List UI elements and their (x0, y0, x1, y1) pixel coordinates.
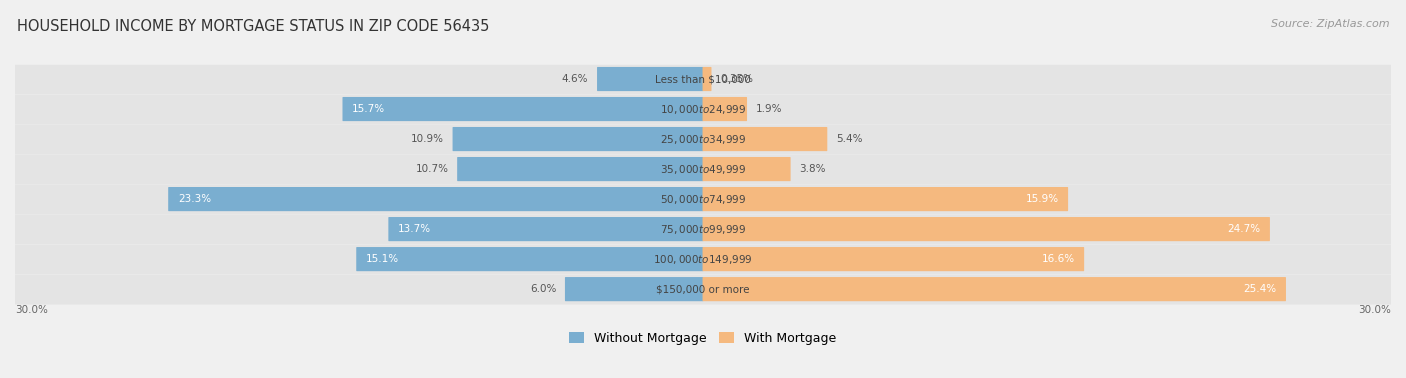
Text: $10,000 to $24,999: $10,000 to $24,999 (659, 102, 747, 116)
Text: Source: ZipAtlas.com: Source: ZipAtlas.com (1271, 19, 1389, 29)
Text: $75,000 to $99,999: $75,000 to $99,999 (659, 223, 747, 235)
FancyBboxPatch shape (457, 157, 703, 181)
Text: Less than $10,000: Less than $10,000 (655, 74, 751, 84)
Text: 15.7%: 15.7% (352, 104, 385, 114)
Text: 3.8%: 3.8% (800, 164, 825, 174)
Text: 23.3%: 23.3% (177, 194, 211, 204)
Text: 25.4%: 25.4% (1243, 284, 1277, 294)
Text: $100,000 to $149,999: $100,000 to $149,999 (654, 253, 752, 266)
Legend: Without Mortgage, With Mortgage: Without Mortgage, With Mortgage (564, 327, 842, 350)
FancyBboxPatch shape (703, 127, 827, 151)
FancyBboxPatch shape (356, 247, 703, 271)
Text: 16.6%: 16.6% (1042, 254, 1074, 264)
Text: 30.0%: 30.0% (15, 305, 48, 315)
FancyBboxPatch shape (14, 215, 1392, 245)
Text: 10.9%: 10.9% (411, 134, 444, 144)
Text: 24.7%: 24.7% (1227, 224, 1260, 234)
FancyBboxPatch shape (14, 95, 1392, 124)
FancyBboxPatch shape (703, 157, 790, 181)
FancyBboxPatch shape (14, 275, 1392, 305)
FancyBboxPatch shape (14, 185, 1392, 214)
Text: 13.7%: 13.7% (398, 224, 432, 234)
Text: 4.6%: 4.6% (562, 74, 588, 84)
FancyBboxPatch shape (14, 245, 1392, 274)
FancyBboxPatch shape (598, 67, 703, 91)
FancyBboxPatch shape (343, 97, 703, 121)
FancyBboxPatch shape (453, 127, 703, 151)
FancyBboxPatch shape (388, 217, 703, 241)
Text: 6.0%: 6.0% (530, 284, 557, 294)
FancyBboxPatch shape (703, 247, 1084, 271)
Text: $25,000 to $34,999: $25,000 to $34,999 (659, 133, 747, 146)
FancyBboxPatch shape (14, 125, 1392, 155)
Text: 30.0%: 30.0% (1358, 305, 1391, 315)
FancyBboxPatch shape (703, 67, 711, 91)
Text: 1.9%: 1.9% (756, 104, 782, 114)
FancyBboxPatch shape (565, 277, 703, 301)
Text: HOUSEHOLD INCOME BY MORTGAGE STATUS IN ZIP CODE 56435: HOUSEHOLD INCOME BY MORTGAGE STATUS IN Z… (17, 19, 489, 34)
FancyBboxPatch shape (703, 217, 1270, 241)
Text: $35,000 to $49,999: $35,000 to $49,999 (659, 163, 747, 175)
FancyBboxPatch shape (14, 65, 1392, 94)
Text: $150,000 or more: $150,000 or more (657, 284, 749, 294)
Text: $50,000 to $74,999: $50,000 to $74,999 (659, 192, 747, 206)
FancyBboxPatch shape (703, 187, 1069, 211)
Text: 15.9%: 15.9% (1025, 194, 1059, 204)
FancyBboxPatch shape (703, 97, 747, 121)
Text: 5.4%: 5.4% (837, 134, 862, 144)
Text: 10.7%: 10.7% (415, 164, 449, 174)
FancyBboxPatch shape (169, 187, 703, 211)
Text: 15.1%: 15.1% (366, 254, 399, 264)
Text: 0.35%: 0.35% (720, 74, 754, 84)
FancyBboxPatch shape (703, 277, 1286, 301)
FancyBboxPatch shape (14, 155, 1392, 184)
